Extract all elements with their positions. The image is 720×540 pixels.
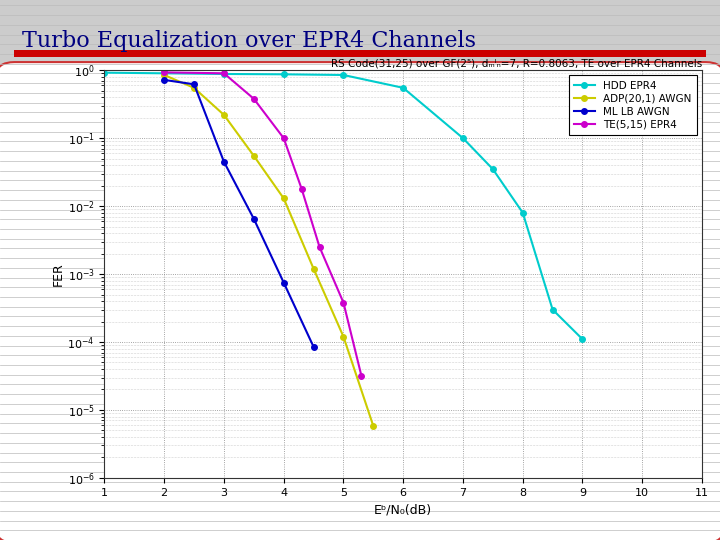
TE(5,15) EPR4 bbox=[250, 96, 258, 102]
ADP(20,1) AWGN bbox=[339, 333, 348, 340]
ADP(20,1) AWGN bbox=[220, 112, 228, 118]
HDD EPR4 bbox=[160, 70, 168, 77]
FancyBboxPatch shape bbox=[14, 50, 706, 57]
ML LB AWGN bbox=[160, 77, 168, 83]
ADP(20,1) AWGN bbox=[250, 153, 258, 159]
HDD EPR4 bbox=[399, 85, 408, 91]
Line: TE(5,15) EPR4: TE(5,15) EPR4 bbox=[161, 70, 364, 379]
ADP(20,1) AWGN bbox=[369, 423, 377, 429]
ML LB AWGN bbox=[279, 279, 288, 286]
HDD EPR4 bbox=[220, 71, 228, 77]
Legend: HDD EPR4, ADP(20,1) AWGN, ML LB AWGN, TE(5,15) EPR4: HDD EPR4, ADP(20,1) AWGN, ML LB AWGN, TE… bbox=[569, 76, 697, 135]
ADP(20,1) AWGN bbox=[279, 195, 288, 201]
HDD EPR4 bbox=[100, 70, 109, 76]
TE(5,15) EPR4 bbox=[160, 69, 168, 76]
Text: Turbo Equalization over EPR4 Channels: Turbo Equalization over EPR4 Channels bbox=[22, 30, 476, 52]
FancyBboxPatch shape bbox=[0, 62, 720, 540]
X-axis label: Eᵇ/N₀(dB): Eᵇ/N₀(dB) bbox=[374, 503, 432, 516]
ADP(20,1) AWGN bbox=[310, 266, 318, 272]
ML LB AWGN bbox=[310, 343, 318, 350]
ML LB AWGN bbox=[190, 81, 199, 87]
HDD EPR4 bbox=[339, 72, 348, 78]
ADP(20,1) AWGN bbox=[160, 72, 168, 78]
TE(5,15) EPR4 bbox=[339, 299, 348, 306]
ML LB AWGN bbox=[250, 215, 258, 222]
Y-axis label: FER: FER bbox=[52, 262, 65, 286]
HDD EPR4 bbox=[549, 306, 557, 313]
TE(5,15) EPR4 bbox=[357, 373, 366, 379]
TE(5,15) EPR4 bbox=[315, 244, 324, 250]
Text: RS Code(31,25) over GF(2⁵), dₘᴵₙ=7, R=0.8063, TE over EPR4 Channels: RS Code(31,25) over GF(2⁵), dₘᴵₙ=7, R=0.… bbox=[330, 58, 702, 68]
ADP(20,1) AWGN bbox=[190, 85, 199, 91]
Line: HDD EPR4: HDD EPR4 bbox=[102, 70, 585, 342]
TE(5,15) EPR4 bbox=[220, 70, 228, 77]
Line: ADP(20,1) AWGN: ADP(20,1) AWGN bbox=[161, 72, 376, 429]
TE(5,15) EPR4 bbox=[297, 186, 306, 192]
ML LB AWGN bbox=[220, 158, 228, 165]
TE(5,15) EPR4 bbox=[279, 135, 288, 141]
HDD EPR4 bbox=[459, 135, 467, 141]
HDD EPR4 bbox=[578, 336, 587, 342]
HDD EPR4 bbox=[279, 71, 288, 78]
HDD EPR4 bbox=[518, 210, 527, 216]
HDD EPR4 bbox=[489, 166, 498, 172]
Line: ML LB AWGN: ML LB AWGN bbox=[161, 77, 316, 349]
